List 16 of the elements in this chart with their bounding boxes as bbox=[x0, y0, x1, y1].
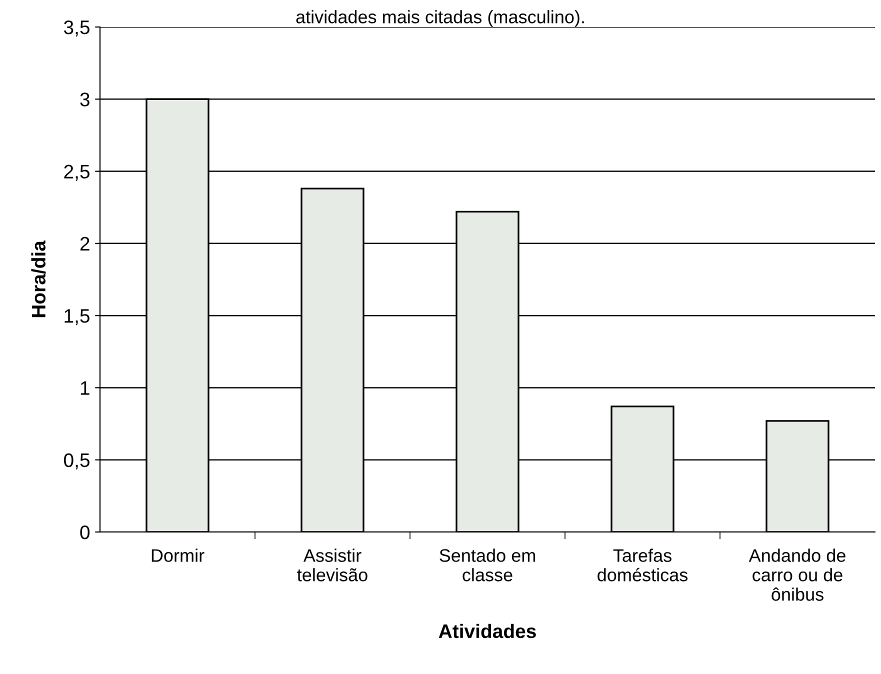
x-tick-label: Sentado em classe bbox=[440, 548, 535, 582]
y-tick-label: 3 bbox=[80, 92, 90, 106]
y-tick-label: 1 bbox=[80, 381, 90, 395]
y-axis-title: Hora/dia bbox=[31, 240, 46, 318]
x-tick-label: Andando de carro ou de ônibus bbox=[748, 548, 846, 601]
y-tick-label: 3,5 bbox=[64, 20, 90, 37]
x-axis-title: Atividades bbox=[438, 624, 536, 638]
y-tick-label: 1,5 bbox=[64, 309, 90, 326]
y-tick-label: 2 bbox=[80, 236, 90, 250]
y-tick-label: 0 bbox=[80, 525, 90, 540]
x-tick-label: Assistir televisão bbox=[297, 548, 368, 582]
y-tick-label: 0,5 bbox=[64, 453, 90, 470]
x-tick-label: Dormir bbox=[152, 548, 204, 562]
y-tick-label: 2,5 bbox=[64, 164, 90, 181]
chart-title: atividades mais citadas (masculino). bbox=[296, 10, 584, 27]
x-tick-label: Tarefas domésticas bbox=[598, 548, 688, 582]
